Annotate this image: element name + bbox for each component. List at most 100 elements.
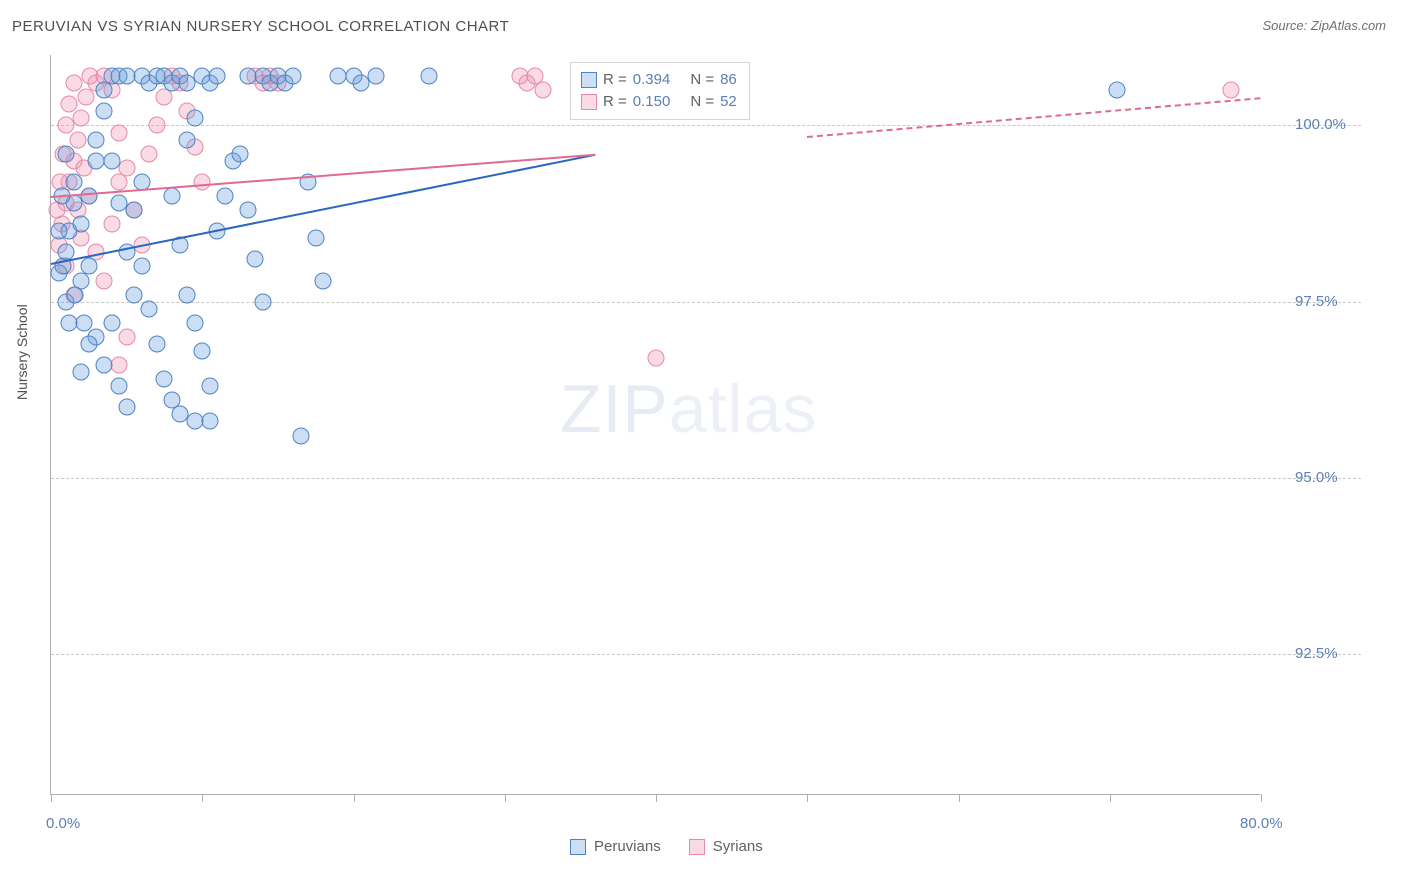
- data-point: [80, 187, 97, 204]
- data-point: [50, 223, 67, 240]
- data-point: [111, 173, 128, 190]
- data-point: [95, 357, 112, 374]
- data-point: [111, 378, 128, 395]
- data-point: [201, 413, 218, 430]
- trend-line: [51, 154, 596, 198]
- data-point: [76, 314, 93, 331]
- data-point: [73, 216, 90, 233]
- legend-row-peruvians: R = 0.394 N = 86: [581, 69, 737, 91]
- data-point: [179, 286, 196, 303]
- data-point: [58, 145, 75, 162]
- data-point: [141, 300, 158, 317]
- data-point: [148, 335, 165, 352]
- data-point: [156, 371, 173, 388]
- xtick: [202, 794, 203, 802]
- xtick: [354, 794, 355, 802]
- data-point: [186, 314, 203, 331]
- data-point: [1222, 82, 1239, 99]
- stats-legend: R = 0.394 N = 86 R = 0.150 N = 52: [570, 62, 750, 120]
- data-point: [65, 75, 82, 92]
- xtick: [656, 794, 657, 802]
- r-label: R =: [603, 69, 627, 91]
- xtick-label: 0.0%: [46, 815, 80, 832]
- data-point: [103, 314, 120, 331]
- gridline: [51, 302, 1361, 303]
- data-point: [58, 117, 75, 134]
- gridline: [51, 654, 1361, 655]
- data-point: [315, 272, 332, 289]
- xtick: [959, 794, 960, 802]
- data-point: [95, 272, 112, 289]
- xtick: [1110, 794, 1111, 802]
- xtick: [505, 794, 506, 802]
- data-point: [368, 68, 385, 85]
- data-point: [148, 117, 165, 134]
- gridline: [51, 125, 1361, 126]
- xtick: [807, 794, 808, 802]
- data-point: [67, 286, 84, 303]
- data-point: [133, 258, 150, 275]
- data-point: [141, 145, 158, 162]
- data-point: [247, 251, 264, 268]
- data-point: [1109, 82, 1126, 99]
- data-point: [307, 230, 324, 247]
- data-point: [164, 187, 181, 204]
- gridline: [51, 478, 1361, 479]
- data-point: [88, 131, 105, 148]
- legend-item-syrians: Syrians: [689, 838, 763, 855]
- r-label: R =: [603, 91, 627, 113]
- data-point: [80, 258, 97, 275]
- ytick-label: 97.5%: [1295, 293, 1338, 310]
- correlation-chart: PERUVIAN VS SYRIAN NURSERY SCHOOL CORREL…: [0, 0, 1406, 892]
- data-point: [201, 378, 218, 395]
- data-point: [77, 89, 94, 106]
- data-point: [70, 131, 87, 148]
- plot-area: [50, 55, 1260, 795]
- swatch-blue-icon: [581, 72, 597, 88]
- data-point: [209, 68, 226, 85]
- y-axis-label: Nursery School: [14, 304, 30, 400]
- n-value-syrians: 52: [720, 91, 737, 113]
- data-point: [111, 357, 128, 374]
- data-point: [126, 286, 143, 303]
- swatch-blue-icon: [570, 839, 586, 855]
- data-point: [118, 399, 135, 416]
- ytick-label: 92.5%: [1295, 645, 1338, 662]
- data-point: [534, 82, 551, 99]
- data-point: [179, 75, 196, 92]
- data-point: [232, 145, 249, 162]
- data-point: [61, 96, 78, 113]
- legend-item-peruvians: Peruvians: [570, 838, 661, 855]
- data-point: [186, 110, 203, 127]
- swatch-pink-icon: [689, 839, 705, 855]
- data-point: [194, 173, 211, 190]
- data-point: [216, 187, 233, 204]
- data-point: [103, 152, 120, 169]
- data-point: [254, 293, 271, 310]
- xtick: [1261, 794, 1262, 802]
- data-point: [292, 427, 309, 444]
- chart-title: PERUVIAN VS SYRIAN NURSERY SCHOOL CORREL…: [12, 18, 509, 35]
- r-value-syrians: 0.150: [633, 91, 671, 113]
- series-legend: Peruvians Syrians: [570, 838, 763, 855]
- data-point: [95, 103, 112, 120]
- ytick-label: 100.0%: [1295, 116, 1346, 133]
- data-point: [239, 202, 256, 219]
- data-point: [65, 173, 82, 190]
- xtick-label: 80.0%: [1240, 815, 1283, 832]
- data-point: [111, 124, 128, 141]
- data-point: [73, 364, 90, 381]
- data-point: [126, 202, 143, 219]
- data-point: [179, 131, 196, 148]
- legend-label-peruvians: Peruvians: [594, 838, 661, 855]
- xtick: [51, 794, 52, 802]
- data-point: [285, 68, 302, 85]
- ytick-label: 95.0%: [1295, 469, 1338, 486]
- r-value-peruvians: 0.394: [633, 69, 671, 91]
- data-point: [421, 68, 438, 85]
- data-point: [648, 350, 665, 367]
- data-point: [118, 328, 135, 345]
- source-label: Source: ZipAtlas.com: [1262, 18, 1386, 33]
- data-point: [103, 216, 120, 233]
- n-label: N =: [690, 69, 714, 91]
